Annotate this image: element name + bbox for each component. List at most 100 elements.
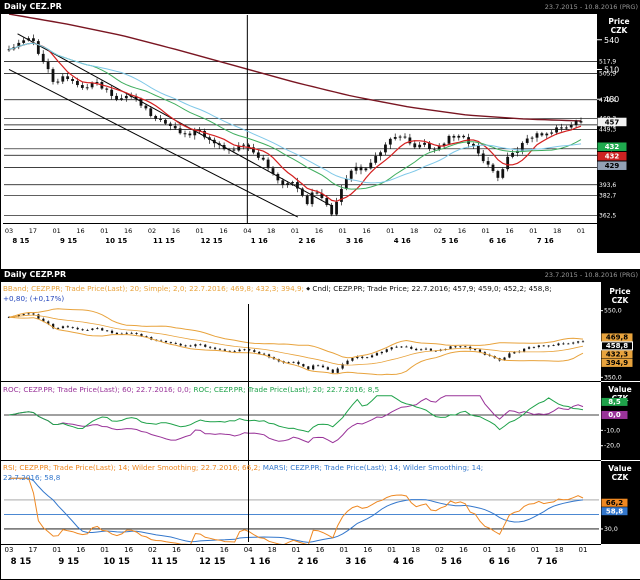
candle-body [139, 98, 143, 106]
axis-value-box [601, 410, 628, 419]
x-axis-month-label: 4 16 [393, 557, 414, 567]
ma-medium-line [8, 42, 582, 190]
rsi-legend-entry[interactable]: RSI; CEZP.PR; Trade Price(Last); 14; Wil… [3, 463, 263, 472]
price-line-label: 517,9 [599, 59, 616, 66]
major-tick-label: 480 [604, 95, 619, 104]
axis-value-label: 457 [605, 118, 620, 126]
candle-body [457, 135, 461, 138]
candle-legend-entry[interactable]: Cndl; CEZP.PR; Trade Price; 22.7.2016; 4… [312, 284, 552, 293]
axis-value-label: 0,0 [608, 411, 621, 419]
x-axis-month-label: 6 16 [488, 557, 510, 567]
x-axis-day-label: 01 [52, 546, 62, 554]
candle-body [385, 349, 388, 352]
candle-body [81, 329, 84, 331]
main-candlestick-chart[interactable]: PriceCZK517,9505,9479,4460,3454,1449,342… [1, 14, 640, 254]
candle-body [248, 349, 251, 351]
candle-body [193, 129, 197, 136]
candle-body [400, 346, 403, 348]
crosshair-line[interactable] [247, 304, 249, 542]
panel-divider [1, 460, 601, 461]
x-axis-month-label: 12 15 [200, 237, 223, 245]
price-line-label: 505,9 [599, 71, 616, 78]
candle-body [90, 83, 94, 88]
axis-value-box [601, 498, 628, 507]
candle-body [384, 144, 387, 153]
candle-body [579, 121, 583, 123]
roc60-legend-entry[interactable]: ROC; CEZP.PR; Trade Price(Last); 60; 22.… [3, 385, 194, 394]
candle-body [361, 356, 364, 358]
indicator-x-axis-day-labels: 03 17 01 16 01 16 02 16 01 16 04 18 01 16 01 16 01 18 02 16… [1, 546, 601, 556]
candle-marker-icon: ◆ [306, 286, 311, 292]
roc20-legend-entry[interactable]: ROC; CEZP.PR; Trade Price(Last); 20; 22.… [193, 385, 380, 394]
axis-unit-label: Value [608, 464, 631, 473]
candle-body [135, 333, 138, 334]
candle-body [237, 145, 241, 151]
candle-body [302, 364, 305, 367]
candle-body [71, 79, 74, 81]
x-axis-day-label: 02 [435, 546, 444, 554]
candle-body [204, 344, 207, 347]
x-axis-day-label: 16 [219, 227, 228, 235]
candle-body [305, 195, 309, 205]
candle-body [423, 142, 426, 145]
value-tick-label: -20,0 [604, 443, 620, 450]
candle-body [66, 326, 69, 328]
x-axis-day-label: 01 [195, 546, 205, 554]
marsi-legend-entry[interactable]: MARSI; CEZP.PR; Trade Price(Last); 14; W… [262, 463, 484, 472]
candle-body [513, 352, 516, 354]
indicator-chart-date-range: 23.7.2015 - 10.8.2016 (PRG) [544, 271, 638, 279]
candle-body [459, 346, 462, 348]
candle-body [258, 351, 261, 354]
bollinger-upper-line [8, 308, 584, 359]
x-axis-day-label: 18 [553, 227, 562, 235]
candle-body [336, 368, 339, 373]
x-axis-day-label: 01 [195, 227, 204, 235]
x-axis-day-label: 01 [576, 227, 586, 235]
bband-legend-entry[interactable]: BBand; CEZP.PR; Trade Price(Last); 20; S… [3, 284, 307, 293]
x-axis-day-label: 03 [4, 227, 14, 235]
candle-body [281, 180, 285, 185]
axis-value-label: 58,8 [606, 507, 623, 515]
candle-body [115, 332, 119, 335]
x-axis-day-label: 01 [482, 546, 492, 554]
candle-body [442, 143, 446, 146]
x-axis-month-label: 10 15 [103, 557, 130, 567]
candle-body [429, 348, 433, 351]
candle-body [263, 353, 266, 355]
x-axis-day-label: 01 [387, 546, 397, 554]
x-axis-day-label: 01 [338, 227, 347, 235]
axis-unit-label: CZK [611, 26, 629, 35]
candle-body [370, 355, 374, 358]
x-axis-month-label: 7 16 [536, 237, 554, 245]
candle-body [508, 353, 511, 358]
axis-unit-label: Price [608, 17, 629, 26]
axis-value-box [597, 151, 627, 161]
x-axis-day-label: 16 [124, 227, 133, 235]
x-axis-day-label: 01 [100, 546, 110, 554]
ma-slow-line [8, 42, 582, 184]
price-tick-label: 550,0 [604, 308, 622, 315]
candle-body [203, 130, 206, 138]
candle-body [115, 95, 118, 100]
candle-body [149, 108, 153, 116]
x-axis-day-label: 16 [505, 227, 514, 235]
candle-body [120, 98, 123, 100]
candle-body [542, 345, 545, 347]
candle-body [346, 360, 349, 365]
candle-body [532, 346, 536, 348]
candle-body [523, 348, 526, 352]
candle-body [144, 105, 148, 109]
indicator-x-axis-month-labels: 8 15 9 15 10 15 11 15 12 15 1 16 2 16 3 16 4 16 5… [1, 557, 601, 567]
x-axis-day-label: 01 [290, 227, 300, 235]
candle-body [173, 125, 177, 129]
candle-body [140, 333, 143, 337]
x-axis-day-label: 03 [4, 546, 14, 554]
candle-body [398, 136, 402, 138]
price-chart-legend: BBand; CEZP.PR; Trade Price(Last); 20; S… [3, 284, 597, 304]
axis-value-box [597, 142, 627, 151]
candle-body [393, 137, 397, 139]
candle-body [491, 164, 495, 172]
